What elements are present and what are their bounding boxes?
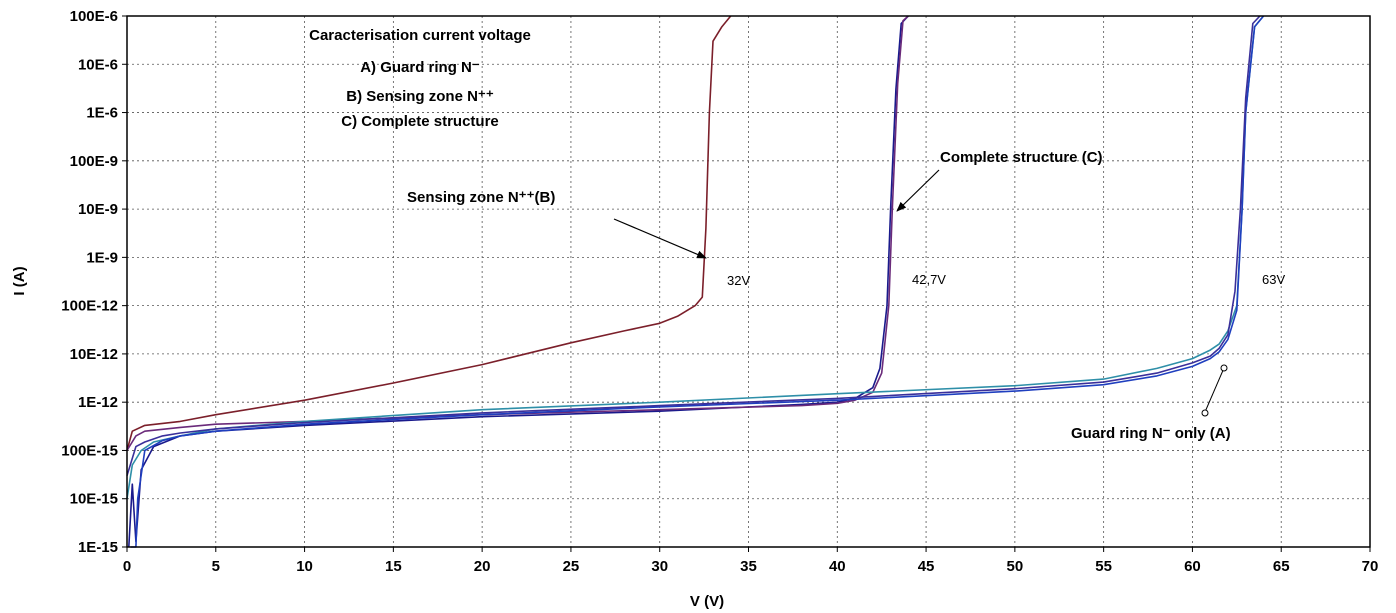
x-tick-label: 70 [1362, 558, 1379, 575]
x-tick-label: 60 [1184, 558, 1201, 575]
x-tick-label: 20 [474, 558, 491, 575]
x-tick-label: 65 [1273, 558, 1290, 575]
series-line-1 [126, 15, 732, 451]
y-tick-label: 10E-12 [70, 346, 118, 363]
annotation-guard-ring: Guard ring N⁻ only (A) [1071, 425, 1231, 442]
title-line-1: Caracterisation current voltage [309, 27, 531, 44]
x-tick-label: 55 [1095, 558, 1112, 575]
y-tick-label: 100E-6 [70, 8, 118, 25]
title-line-3: B) Sensing zone N⁺⁺ [346, 88, 494, 105]
tick-labels: 0 5 10 15 20 25 30 35 40 45 50 55 60 65 70 1E-15 10E-15 1… [61, 8, 1378, 575]
arrow-guard-ring-end [1220, 364, 1228, 372]
y-tick-label: 100E-9 [70, 153, 118, 170]
y-tick-label: 10E-9 [78, 201, 118, 218]
label-63v: 63V [1262, 272, 1285, 287]
x-tick-label: 5 [212, 558, 220, 575]
x-tick-label: 0 [123, 558, 131, 575]
x-tick-label: 15 [385, 558, 402, 575]
arrow-guard-ring [1204, 367, 1225, 413]
x-tick-label: 10 [296, 558, 313, 575]
series-lines [126, 15, 1265, 548]
title-line-4: C) Complete structure [341, 113, 499, 130]
arrow-guard-ring-start [1201, 409, 1209, 417]
x-tick-label: 50 [1007, 558, 1024, 575]
x-tick-label: 30 [651, 558, 668, 575]
series-line-6 [126, 15, 1261, 476]
chart-title: Caracterisation current voltage A) Guard… [309, 27, 531, 130]
annotation-complete-structure: Complete structure (C) [940, 149, 1103, 166]
y-tick-label: 1E-6 [86, 105, 118, 122]
x-tick-label: 35 [740, 558, 757, 575]
grid-lines [127, 16, 1370, 547]
x-tick-label: 25 [563, 558, 580, 575]
label-42-7v: 42,7V [912, 272, 946, 287]
x-tick-label: 40 [829, 558, 846, 575]
y-tick-label: 10E-6 [78, 56, 118, 73]
arrow-complete-structure [896, 169, 940, 212]
series-line-2 [128, 15, 909, 548]
x-tick-label: 45 [918, 558, 935, 575]
y-tick-label: 1E-12 [78, 394, 118, 411]
annotation-sensing-zone: Sensing zone N⁺⁺(B) [407, 189, 555, 206]
title-line-2: A) Guard ring N⁻ [360, 59, 480, 76]
series-line-5 [130, 15, 1265, 548]
y-tick-label: 100E-12 [61, 298, 118, 315]
x-axis-label: V (V) [690, 593, 724, 610]
y-tick-label: 100E-15 [61, 442, 118, 459]
label-32v: 32V [727, 273, 750, 288]
y-tick-label: 1E-9 [86, 249, 118, 266]
series-line-3 [126, 15, 909, 451]
annotations: Sensing zone N⁺⁺(B) Complete structure (… [407, 149, 1285, 442]
y-axis-label: I (A) [11, 266, 28, 295]
y-tick-label: 1E-15 [78, 539, 118, 556]
arrow-sensing-zone [613, 218, 707, 259]
y-tick-label: 10E-15 [70, 491, 118, 508]
